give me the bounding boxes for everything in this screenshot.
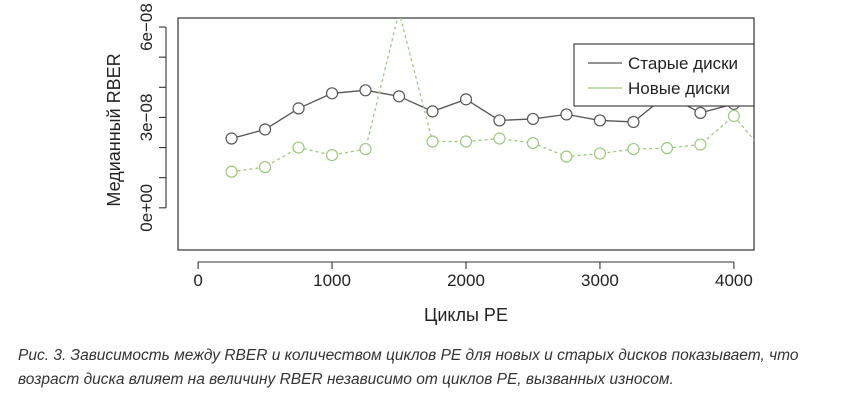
data-point-0: [526, 112, 540, 126]
x-tick-label: 3000: [581, 271, 619, 290]
data-point-1: [359, 142, 372, 156]
data-point-1: [225, 165, 238, 178]
y-axis-title: Медианный RBER: [104, 53, 124, 206]
data-point-0: [359, 84, 372, 97]
data-point-1: [459, 135, 473, 148]
data-point-1: [694, 138, 707, 151]
data-point-1: [526, 136, 540, 150]
x-tick-label: 0: [193, 271, 202, 290]
data-point-0: [426, 105, 439, 118]
figure-caption: Рис. 3. Зависимость между RBER и количес…: [18, 347, 799, 388]
data-point-1: [593, 147, 607, 160]
data-point-1: [560, 150, 573, 163]
legend: Старые диски Новые диски: [573, 43, 755, 107]
y-tick-label: 3e−08: [137, 94, 156, 142]
x-tick-label: 2000: [447, 271, 485, 290]
data-point-0: [225, 132, 238, 145]
data-point-1: [258, 161, 272, 174]
data-point-1: [660, 142, 674, 155]
data-point-0: [593, 114, 607, 127]
x-tick-label: 1000: [313, 271, 351, 290]
y-axis: 0e+00 3e−08 6e−08: [137, 3, 167, 232]
data-point-0: [694, 106, 707, 120]
plot-frame: [177, 17, 755, 251]
series-layer: [225, 18, 754, 178]
data-point-0: [325, 87, 339, 100]
data-point-0: [459, 93, 473, 106]
data-point-1: [727, 109, 741, 123]
legend-label-old: Старые диски: [628, 54, 738, 73]
data-point-0: [627, 115, 640, 129]
data-point-0: [258, 123, 272, 136]
y-tick-label: 0e+00: [137, 184, 156, 232]
x-axis-title: Циклы PE: [424, 305, 508, 325]
rber-chart: 0 1000 2000 3000 4000 0e+00 3e−08 6e−08 Циклы …: [104, 3, 755, 325]
data-point-1: [493, 132, 506, 145]
data-point-0: [292, 102, 305, 115]
data-point-1: [426, 135, 439, 148]
x-tick-label: 4000: [715, 271, 753, 290]
data-point-1: [292, 141, 305, 154]
data-point-0: [560, 108, 573, 121]
legend-box: [573, 43, 755, 107]
data-point-0: [392, 90, 406, 103]
data-point-0: [493, 114, 506, 127]
data-point-1: [627, 142, 640, 156]
data-point-1: [325, 148, 339, 162]
y-tick-label: 6e−08: [137, 3, 156, 51]
x-axis: 0 1000 2000 3000 4000: [193, 261, 753, 290]
legend-label-new: Новые диски: [628, 79, 730, 98]
